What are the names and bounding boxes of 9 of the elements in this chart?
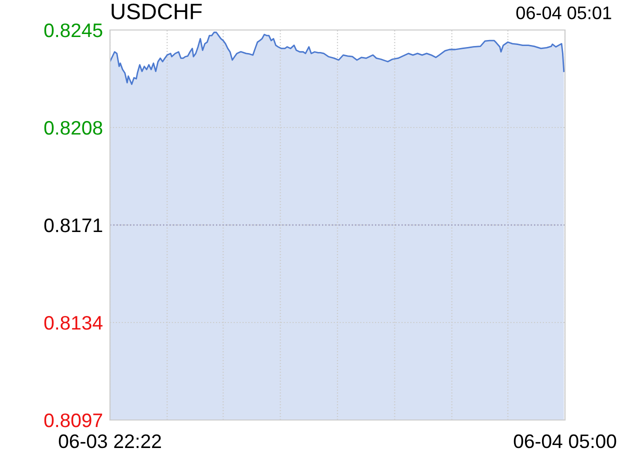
y-tick-label: 0.8171 [44,218,102,232]
text: 06-04 05:01 [516,6,612,20]
x-tick-label: 06-04 05:00 [514,434,616,448]
x-tick-label: 06-03 22:22 [58,434,161,448]
y-tick-label: 0.8245 [44,23,102,38]
y-tick-label: 0.8208 [44,120,102,135]
y-tick-label: 0.8134 [44,316,102,330]
chart-title: USDCHF [112,4,202,20]
y-tick-label: 0.8097 [44,413,102,428]
